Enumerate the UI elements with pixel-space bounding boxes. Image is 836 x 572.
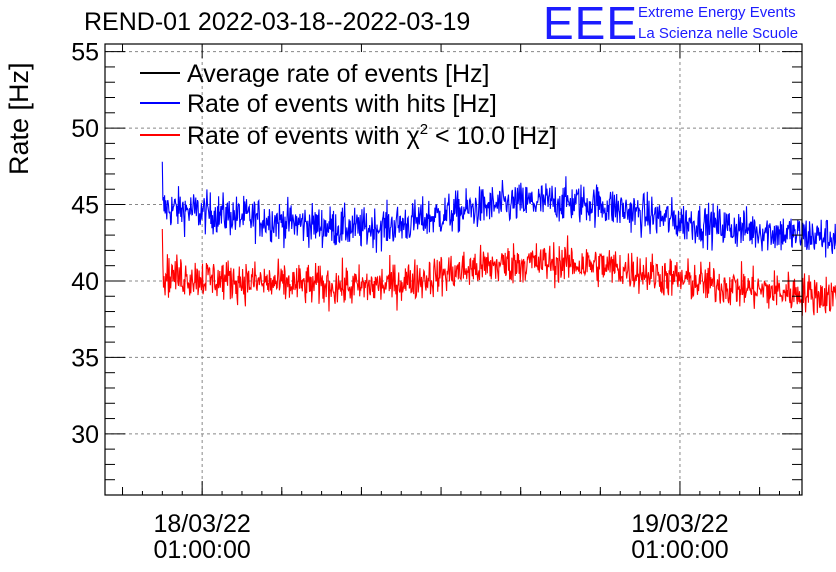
logo-text-line2: La Scienza nelle Scuole bbox=[638, 25, 799, 42]
chart-title: REND-01 2022-03-18--2022-03-19 bbox=[84, 8, 471, 36]
y-tick-label: 30 bbox=[71, 421, 99, 449]
y-tick-label: 40 bbox=[71, 268, 99, 296]
y-tick-label: 50 bbox=[71, 115, 99, 143]
x-tick-label-time: 01:00:00 bbox=[153, 536, 250, 564]
plot-frame bbox=[104, 43, 803, 496]
logo-text-line1: Extreme Energy Events bbox=[638, 4, 796, 21]
axis-ticks bbox=[105, 44, 802, 496]
tick-labels: 30354045505518/03/2201:00:0019/03/2201:0… bbox=[71, 39, 728, 564]
x-tick-label-date: 19/03/22 bbox=[631, 510, 728, 538]
data-series bbox=[161, 161, 836, 316]
y-tick-label: 55 bbox=[71, 39, 99, 67]
legend-label: Rate of events with hits [Hz] bbox=[187, 90, 497, 118]
y-tick-label: 35 bbox=[71, 344, 99, 372]
x-tick-label-time: 01:00:00 bbox=[631, 536, 728, 564]
legend: Average rate of events [Hz]Rate of event… bbox=[140, 60, 557, 150]
y-tick-label: 45 bbox=[71, 192, 99, 220]
series-line-2 bbox=[161, 228, 836, 316]
x-tick-label-date: 18/03/22 bbox=[153, 510, 250, 538]
legend-label: Average rate of events [Hz] bbox=[187, 60, 489, 88]
series-line-1 bbox=[161, 161, 836, 258]
eee-logo: EEE bbox=[543, 0, 639, 49]
legend-label: Rate of events with χ2 < 10.0 [Hz] bbox=[187, 121, 557, 150]
